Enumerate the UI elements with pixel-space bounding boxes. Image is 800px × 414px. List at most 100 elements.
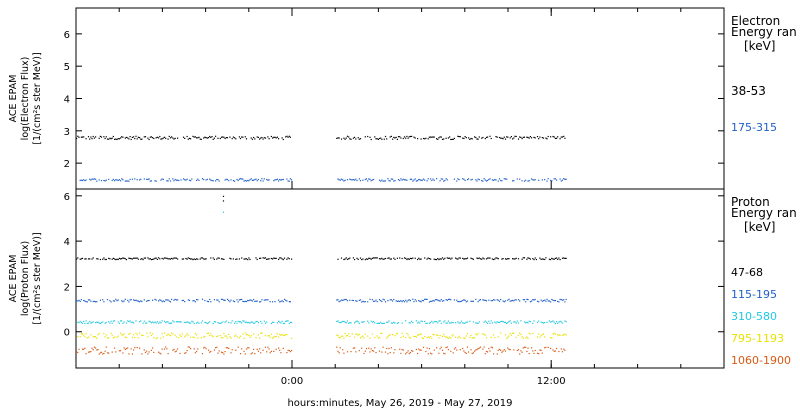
electron-data-point	[255, 178, 257, 180]
proton-data-point	[128, 257, 130, 259]
proton-data-point	[282, 259, 284, 261]
electron-data-point	[370, 180, 372, 182]
electron-data-point	[115, 179, 117, 181]
proton-data-point	[180, 321, 182, 323]
proton-data-point	[253, 298, 255, 301]
proton-data-point	[185, 322, 187, 324]
proton-data-point	[102, 299, 104, 301]
proton-data-point	[77, 300, 79, 302]
electron-data-point	[209, 178, 211, 180]
proton-data-point	[108, 337, 110, 339]
proton-data-point	[440, 346, 442, 348]
electron-data-point	[262, 180, 264, 182]
proton-data-point	[147, 300, 149, 302]
proton-data-point	[502, 258, 504, 260]
proton-data-point	[464, 337, 466, 339]
proton-data-point	[254, 300, 256, 302]
proton-data-point	[459, 257, 461, 259]
electron-data-point	[359, 180, 362, 182]
proton-data-point	[283, 322, 286, 324]
proton-data-point	[168, 300, 170, 302]
proton-data-point	[564, 333, 566, 335]
electron-data-point	[205, 137, 207, 139]
electron-data-point	[405, 179, 407, 181]
proton-data-point	[389, 352, 391, 354]
electron-data-point	[143, 178, 145, 180]
proton-data-point	[490, 320, 492, 322]
proton-data-point	[78, 299, 80, 301]
proton-data-point	[424, 298, 426, 300]
proton-data-point	[253, 333, 255, 335]
proton-data-point	[85, 320, 87, 322]
proton-data-point	[406, 301, 408, 303]
proton-data-point	[280, 334, 282, 336]
proton-data-point	[413, 301, 415, 303]
electron-data-point	[131, 136, 133, 138]
electron-data-point	[422, 137, 425, 140]
electron-data-point	[390, 178, 392, 180]
proton-data-point	[146, 350, 148, 352]
proton-data-point	[405, 337, 407, 339]
proton-data-point	[502, 350, 504, 352]
proton-data-point	[563, 299, 565, 301]
proton-data-point	[278, 320, 280, 322]
proton-data-point	[241, 322, 243, 324]
proton-data-point	[103, 332, 105, 335]
proton-data-point	[432, 322, 434, 324]
proton-data-point	[149, 332, 151, 334]
proton-data-point	[122, 257, 124, 259]
electron-data-point	[495, 136, 497, 138]
proton-data-point	[464, 299, 466, 301]
electron-data-point	[337, 178, 339, 180]
proton-data-point	[229, 301, 231, 303]
electron-data-point	[541, 179, 543, 181]
proton-data-point	[217, 335, 219, 337]
proton-data-point	[218, 350, 220, 352]
proton-data-point	[340, 335, 343, 337]
electron-data-point	[128, 138, 130, 140]
proton-data-point	[76, 300, 78, 302]
electron-data-point	[121, 136, 123, 138]
proton-data-point	[426, 337, 428, 339]
proton-data-point	[91, 347, 93, 349]
proton-data-point	[355, 351, 357, 353]
proton-data-point	[526, 298, 528, 300]
electron-data-point	[468, 137, 470, 139]
proton-data-point	[282, 334, 284, 337]
proton-data-point	[152, 299, 154, 301]
electron-data-point	[231, 138, 233, 140]
electron-data-point	[427, 178, 429, 180]
proton-data-point	[289, 351, 291, 353]
electron-data-point	[428, 136, 430, 138]
proton-data-point	[248, 334, 250, 337]
proton-data-point	[192, 300, 194, 302]
proton-data-point	[344, 332, 346, 334]
proton-data-point	[259, 348, 261, 350]
proton-data-point	[475, 322, 477, 324]
proton-data-point	[517, 322, 520, 324]
electron-data-point	[344, 138, 346, 140]
proton-data-point	[513, 258, 515, 260]
electron-data-point	[468, 178, 470, 180]
electron-data-point	[182, 178, 185, 180]
proton-data-point	[395, 300, 397, 302]
proton-data-point	[513, 300, 515, 302]
proton-data-point	[220, 322, 223, 324]
electron-data-point	[414, 137, 416, 139]
proton-data-point	[201, 257, 204, 259]
proton-data-point	[359, 337, 362, 339]
proton-data-point	[165, 321, 167, 324]
proton-data-point	[361, 259, 363, 261]
proton-data-point	[117, 335, 119, 337]
proton-data-point	[231, 320, 233, 322]
proton-data-point	[210, 350, 212, 353]
electron-data-point	[477, 138, 479, 140]
proton-data-point	[477, 301, 479, 303]
proton-data-point	[548, 320, 550, 322]
proton-data-point	[464, 351, 466, 354]
proton-data-point	[282, 322, 284, 325]
electron-data-point	[462, 178, 464, 180]
proton-data-point	[547, 300, 549, 302]
electron-data-point	[447, 137, 449, 139]
proton-data-point	[529, 301, 531, 303]
